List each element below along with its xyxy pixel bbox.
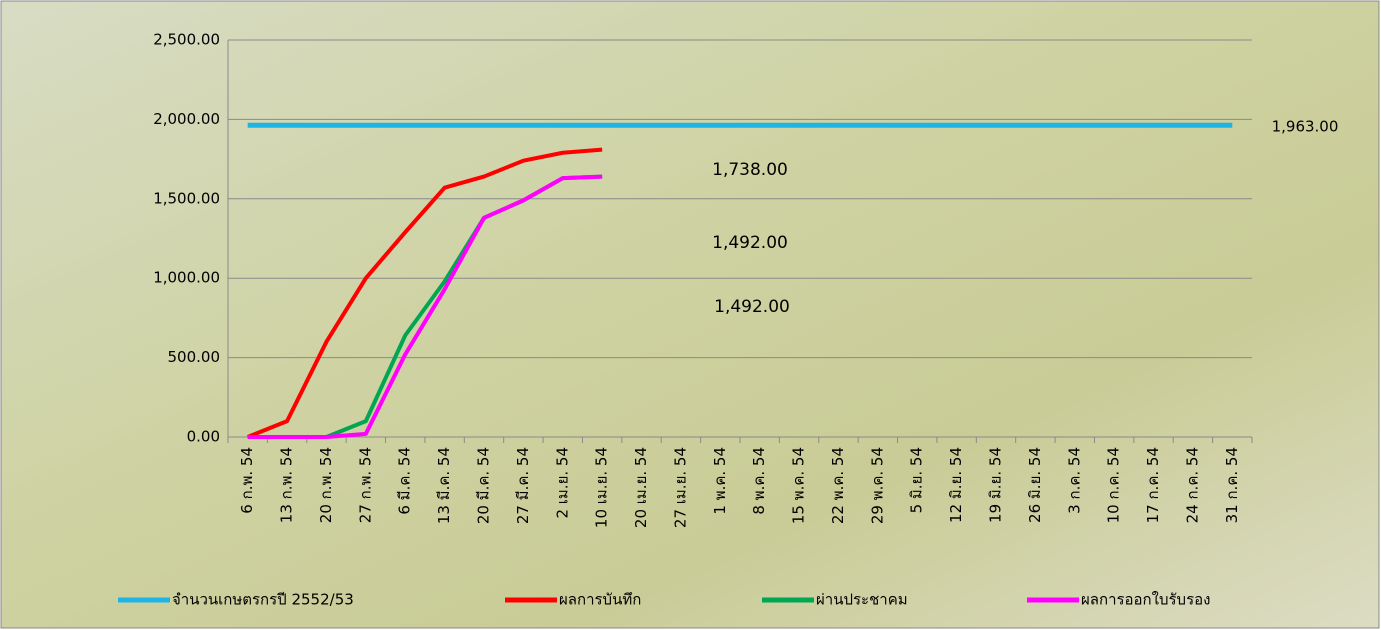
x-tick-label: 24 ก.ค. 54 bbox=[1183, 447, 1201, 523]
y-tick-label: 2,500.00 bbox=[153, 31, 220, 49]
legend-label: ผ่านประชาคม bbox=[816, 591, 908, 609]
x-tick-label: 15 พ.ค. 54 bbox=[790, 447, 808, 524]
x-tick-label: 12 มิ.ย. 54 bbox=[947, 447, 965, 523]
x-tick-label: 26 มิ.ย. 54 bbox=[1026, 447, 1044, 523]
x-tick-label: 20 ก.พ. 54 bbox=[317, 447, 335, 523]
annotation: 1,963.00 bbox=[1272, 118, 1339, 136]
y-tick-label: 1,000.00 bbox=[153, 269, 220, 287]
x-tick-label: 13 ก.พ. 54 bbox=[278, 447, 296, 523]
x-tick-label: 27 เม.ย. 54 bbox=[671, 447, 689, 528]
x-tick-label: 8 พ.ค. 54 bbox=[750, 447, 768, 515]
legend-label: ผลการบันทึก bbox=[559, 591, 641, 609]
x-tick-label: 10 ก.ค. 54 bbox=[1105, 447, 1123, 523]
y-tick-label: 2,000.00 bbox=[153, 110, 220, 128]
annotation: 1,738.00 bbox=[712, 160, 788, 180]
x-tick-label: 31 ก.ค. 54 bbox=[1223, 447, 1241, 523]
annotation: 1,492.00 bbox=[712, 233, 788, 253]
y-tick-label: 500.00 bbox=[168, 348, 221, 366]
series-line bbox=[246, 147, 603, 439]
x-tick-label: 10 เม.ย. 54 bbox=[593, 447, 611, 528]
series-line bbox=[247, 174, 603, 439]
x-tick-label: 19 มิ.ย. 54 bbox=[987, 447, 1005, 523]
x-tick-label: 27 มี.ค. 54 bbox=[514, 447, 532, 524]
x-tick-label: 27 ก.พ. 54 bbox=[356, 447, 374, 523]
x-tick-label: 3 ก.ค. 54 bbox=[1065, 447, 1083, 514]
x-tick-label: 20 มี.ค. 54 bbox=[475, 447, 493, 524]
x-tick-label: 29 พ.ค. 54 bbox=[868, 447, 886, 524]
annotation: 1,492.00 bbox=[714, 297, 790, 317]
x-tick-label: 1 พ.ค. 54 bbox=[711, 447, 729, 515]
x-tick-label: 20 เม.ย. 54 bbox=[632, 447, 650, 528]
x-tick-label: 22 พ.ค. 54 bbox=[829, 447, 847, 524]
x-tick-label: 2 เม.ย. 54 bbox=[553, 447, 571, 519]
x-tick-label: 13 มี.ค. 54 bbox=[435, 447, 453, 524]
x-tick-label: 6 ก.พ. 54 bbox=[238, 447, 256, 514]
x-tick-label: 6 มี.ค. 54 bbox=[396, 447, 414, 515]
x-tick-label: 17 ก.ค. 54 bbox=[1144, 447, 1162, 523]
x-tick-label: 5 มิ.ย. 54 bbox=[908, 447, 926, 513]
legend-label: จำนวนเกษตรกรปี 2552/53 bbox=[172, 591, 354, 609]
y-tick-label: 0.00 bbox=[187, 428, 220, 446]
legend-label: ผลการออกใบรับรอง bbox=[1081, 591, 1210, 609]
y-tick-label: 1,500.00 bbox=[153, 189, 220, 207]
